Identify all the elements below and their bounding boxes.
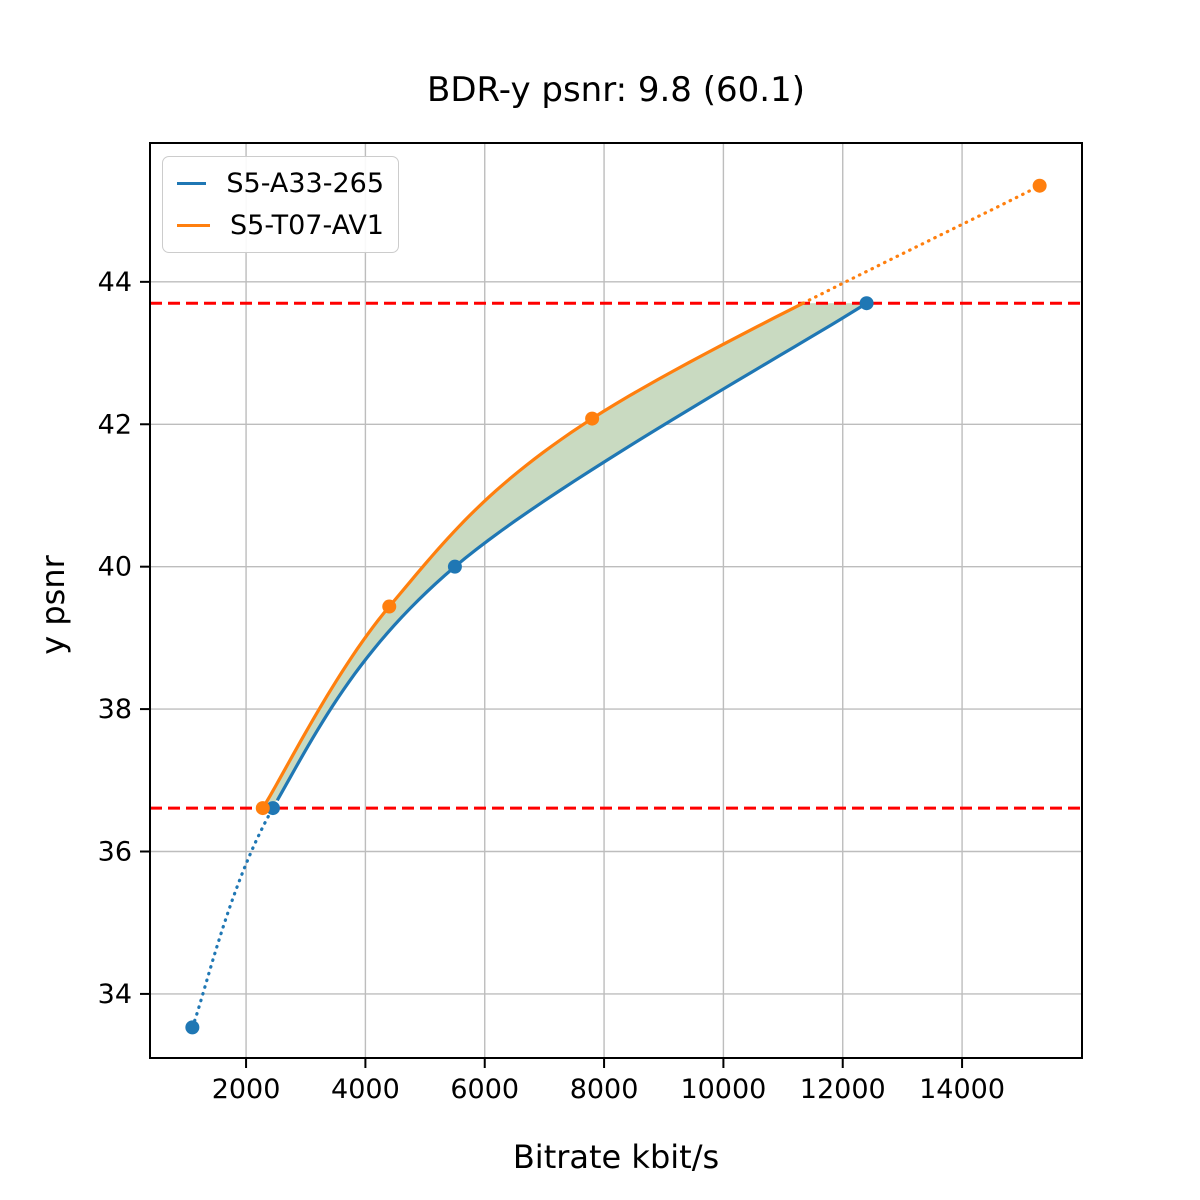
x-tick-label: 12000 [800, 1074, 886, 1105]
data-point-orange [255, 801, 270, 816]
y-tick-label: 40 [98, 552, 132, 583]
curve-orange-solid [261, 301, 804, 809]
legend-line-swatch-orange [177, 224, 211, 227]
plot-border [149, 142, 1083, 1059]
y-tick-label: 36 [98, 837, 132, 868]
legend-entry-s5-t07-av1: S5-T07-AV1 [177, 209, 384, 242]
y-tick-label: 34 [98, 979, 132, 1010]
y-tick-label: 44 [98, 267, 132, 298]
x-tick-label: 2000 [212, 1074, 281, 1105]
bd-rate-shaded-region [262, 303, 867, 809]
curve-orange-dotted [801, 184, 1042, 305]
x-tick-label: 4000 [331, 1074, 400, 1105]
y-tick-label: 38 [98, 694, 132, 725]
x-tick-label: 10000 [680, 1074, 766, 1105]
curve-blue-dotted [190, 806, 275, 1029]
data-point-orange [1032, 178, 1047, 193]
legend-line-swatch-blue [177, 182, 207, 185]
data-point-orange [382, 599, 397, 614]
data-point-blue [859, 296, 874, 311]
x-tick-label: 6000 [450, 1074, 519, 1105]
x-axis-label: Bitrate kbit/s [512, 1138, 720, 1176]
x-tick-label: 14000 [919, 1074, 1005, 1105]
data-point-orange [585, 411, 600, 426]
legend-entry-s5-a33-265: S5-A33-265 [177, 167, 384, 200]
x-tick-label: 8000 [570, 1074, 639, 1105]
legend-label: S5-A33-265 [226, 168, 384, 199]
y-tick-label: 42 [98, 409, 132, 440]
chart-title: BDR-y psnr: 9.8 (60.1) [427, 70, 805, 110]
data-point-blue [447, 559, 462, 574]
y-axis-label: y psnr [34, 555, 72, 655]
legend-label: S5-T07-AV1 [230, 210, 384, 241]
data-point-blue [265, 801, 280, 816]
data-point-blue [185, 1020, 200, 1035]
legend: S5-A33-265 S5-T07-AV1 [162, 156, 399, 253]
